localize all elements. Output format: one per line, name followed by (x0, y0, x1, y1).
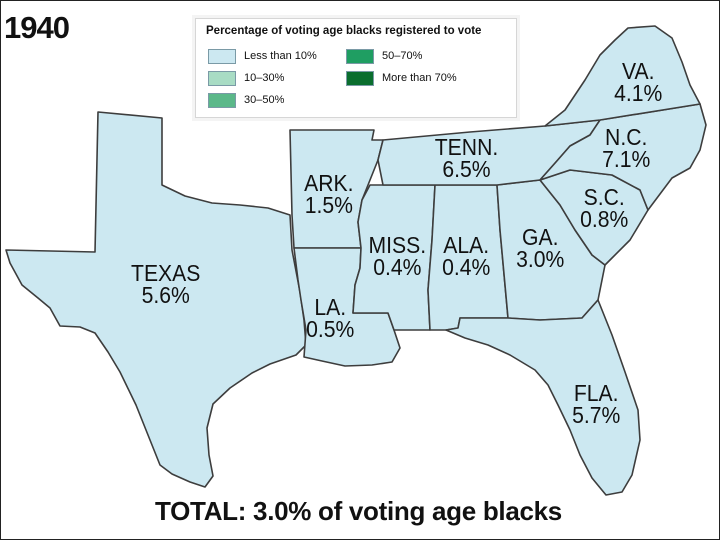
state-value: 6.5% (442, 156, 491, 182)
legend: Percentage of voting age blacks register… (195, 18, 517, 118)
legend-swatch (346, 71, 374, 86)
state-name: VA. (621, 58, 655, 84)
state-value: 5.7% (572, 402, 621, 428)
legend-label: More than 70% (382, 72, 457, 84)
state-name: FLA. (573, 380, 619, 406)
state-name: GA. (521, 224, 559, 250)
state-label-south-carolina: S.C. 0.8% (580, 184, 629, 232)
state-value: 0.8% (580, 206, 629, 232)
state-value: 1.5% (304, 192, 353, 218)
state-value: 0.4% (373, 254, 422, 280)
state-name: N.C. (605, 124, 648, 150)
state-north-carolina (539, 103, 707, 211)
state-name: S.C. (583, 184, 625, 210)
state-name: ARK. (304, 170, 354, 196)
state-label-georgia: GA. 3.0% (516, 224, 565, 272)
state-name: TENN. (434, 134, 499, 160)
state-label-mississippi: MISS. 0.4% (368, 232, 427, 280)
legend-title: Percentage of voting age blacks register… (206, 25, 482, 37)
state-label-tennessee: TENN. 6.5% (434, 134, 499, 182)
state-label-north-carolina: N.C. 7.1% (602, 124, 651, 172)
state-virginia (544, 25, 701, 127)
legend-swatch (208, 49, 236, 64)
state-florida (445, 299, 641, 496)
state-value: 0.4% (442, 254, 491, 280)
state-label-arkansas: ARK. 1.5% (304, 170, 354, 218)
legend-label: 10–30% (244, 72, 285, 84)
state-value: 4.1% (614, 80, 663, 106)
state-label-florida: FLA. 5.7% (572, 380, 621, 428)
state-label-virginia: VA. 4.1% (614, 58, 663, 106)
state-value: 0.5% (306, 316, 355, 342)
legend-swatch (208, 93, 236, 108)
state-name: TEXAS (131, 260, 201, 286)
total-caption: TOTAL: 3.0% of voting age blacks (155, 496, 562, 526)
state-label-louisiana: LA. 0.5% (306, 294, 355, 342)
state-arkansas (289, 129, 384, 249)
state-texas (5, 111, 307, 488)
legend-swatch (208, 71, 236, 86)
state-name: MISS. (368, 232, 427, 258)
state-name: ALA. (443, 232, 490, 258)
state-label-alabama: ALA. 0.4% (442, 232, 491, 280)
state-label-texas: TEXAS 5.6% (131, 260, 201, 308)
state-value: 7.1% (602, 146, 651, 172)
year-heading: 1940 (4, 10, 70, 45)
state-value: 5.6% (141, 282, 190, 308)
legend-label: Less than 10% (244, 50, 317, 62)
legend-swatch (346, 49, 374, 64)
state-name: LA. (314, 294, 347, 320)
legend-label: 50–70% (382, 50, 423, 62)
state-value: 3.0% (516, 246, 565, 272)
legend-label: 30–50% (244, 94, 285, 106)
